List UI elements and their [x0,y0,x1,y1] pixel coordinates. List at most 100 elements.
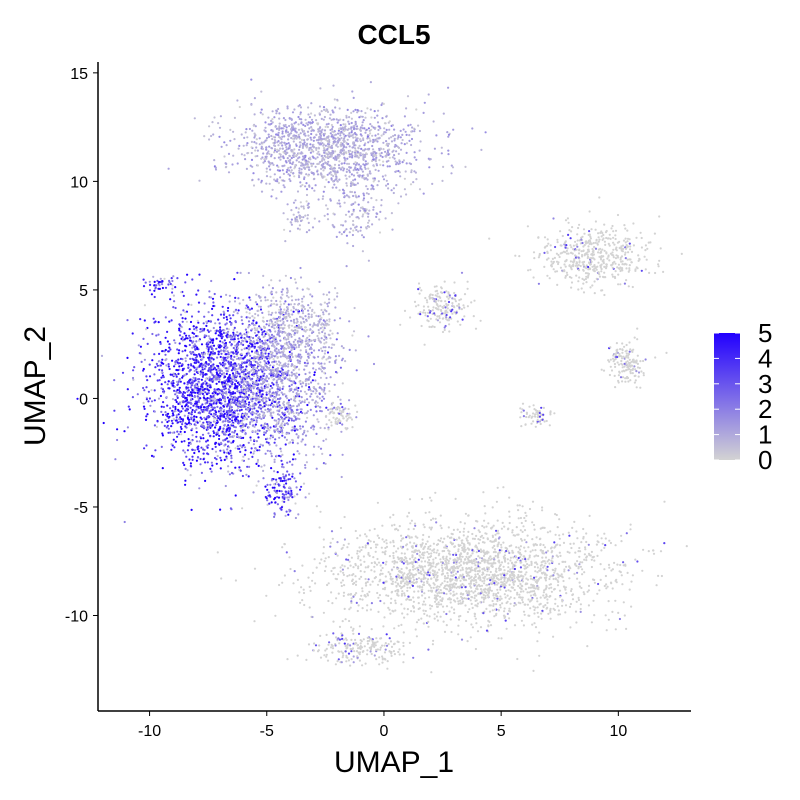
cell-point [194,391,197,394]
cell-point [226,396,229,399]
cell-point [290,419,293,422]
cell-point [336,295,339,298]
cell-point [278,477,281,480]
cell-point [322,439,325,442]
cell-point [234,426,237,429]
cell-point [326,139,329,142]
cell-point [131,376,135,380]
cell-point [145,375,148,378]
cell-point [156,420,159,423]
cell-point [262,320,265,323]
cell-point [247,382,250,385]
cell-point [364,131,367,134]
cell-point [270,325,273,328]
cell-point [188,370,191,373]
cell-point [288,385,291,388]
cell-point [205,324,208,327]
cell-point [222,420,225,423]
cell-point [167,363,170,366]
cell-point [230,471,234,475]
cell-point [189,399,192,402]
cell-point [219,418,222,421]
cell-point [290,358,293,361]
cell-point [216,421,219,424]
cell-point [145,398,148,401]
cell-point [333,319,336,322]
cell-point [415,158,418,161]
cell-point [305,350,308,354]
cell-point [275,375,278,379]
cell-point [337,119,340,122]
cell-point [323,108,326,111]
cell-point [251,129,254,132]
cell-point [270,134,273,138]
cell-point [318,112,321,115]
cell-point [270,452,273,455]
cell-point [294,480,297,483]
cell-point [195,435,198,438]
cell-point [209,351,213,354]
cell-point [150,293,153,296]
cell-point [377,109,380,112]
cell-point [276,169,279,172]
cell-point [255,420,258,424]
cell-point [227,379,230,382]
cell-point [294,298,297,301]
cell-point [330,165,333,168]
cell-point [171,359,174,362]
cell-point [307,106,310,109]
cell-point [265,355,268,358]
cell-point [190,508,193,511]
cell-point [403,177,406,180]
cell-point [231,416,234,419]
cell-point [223,141,226,144]
cell-point [326,125,329,129]
cell-point [314,379,317,382]
cell-point [169,348,172,351]
cell-point [251,405,254,408]
cell-point [207,404,210,407]
cell-point [217,398,220,402]
cell-point [153,424,156,427]
cell-point [223,343,226,346]
cell-point [123,520,126,524]
cell-point [275,481,278,484]
cell-point [269,483,272,486]
cell-point [333,383,336,386]
cell-point [191,346,194,349]
cell-point [325,152,328,155]
cell-point [273,400,276,403]
cell-point [248,401,251,404]
cell-point [386,182,390,186]
cell-point [308,334,311,337]
cell-point [244,394,247,397]
cell-point [283,315,286,318]
cell-point [287,419,290,422]
cell-point [208,402,211,405]
cluster-3 [262,453,311,520]
cell-point [294,400,297,403]
cell-point [235,357,238,361]
cell-point [319,376,322,379]
cell-point [287,303,290,306]
cell-point [286,287,289,290]
cell-point [270,501,273,504]
cell-point [348,145,351,148]
cell-point [207,432,210,435]
cell-point [283,302,286,305]
cell-point [322,346,325,349]
cell-point [251,385,254,388]
cell-point [334,140,337,143]
cell-point [304,185,307,188]
cell-point [267,404,270,407]
cell-point [278,112,281,115]
cell-point [392,149,395,152]
cell-point [204,479,207,482]
cell-point [372,138,375,141]
cell-point [267,346,270,349]
cell-point [320,173,323,176]
cell-point [268,319,271,322]
cell-point [271,398,275,401]
cell-point [356,182,359,185]
cell-point [195,415,198,419]
